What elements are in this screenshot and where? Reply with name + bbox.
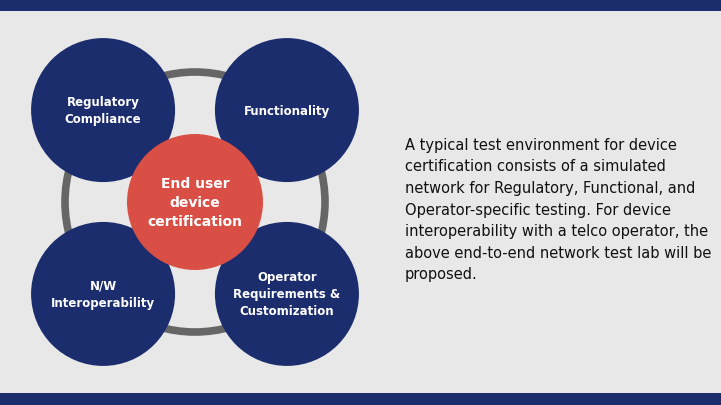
Circle shape — [215, 39, 359, 183]
Circle shape — [215, 222, 359, 366]
Text: A typical test environment for device
certification consists of a simulated
netw: A typical test environment for device ce… — [405, 137, 712, 281]
FancyBboxPatch shape — [0, 0, 721, 12]
Text: N/W
Interoperability: N/W Interoperability — [51, 279, 155, 309]
Text: Functionality: Functionality — [244, 104, 330, 117]
FancyBboxPatch shape — [0, 393, 721, 405]
Text: Operator
Requirements &
Customization: Operator Requirements & Customization — [234, 271, 340, 318]
Circle shape — [31, 222, 175, 366]
Text: Regulatory
Compliance: Regulatory Compliance — [65, 96, 141, 126]
Text: End user
device
certification: End user device certification — [148, 176, 242, 229]
Circle shape — [31, 39, 175, 183]
Circle shape — [127, 135, 263, 270]
